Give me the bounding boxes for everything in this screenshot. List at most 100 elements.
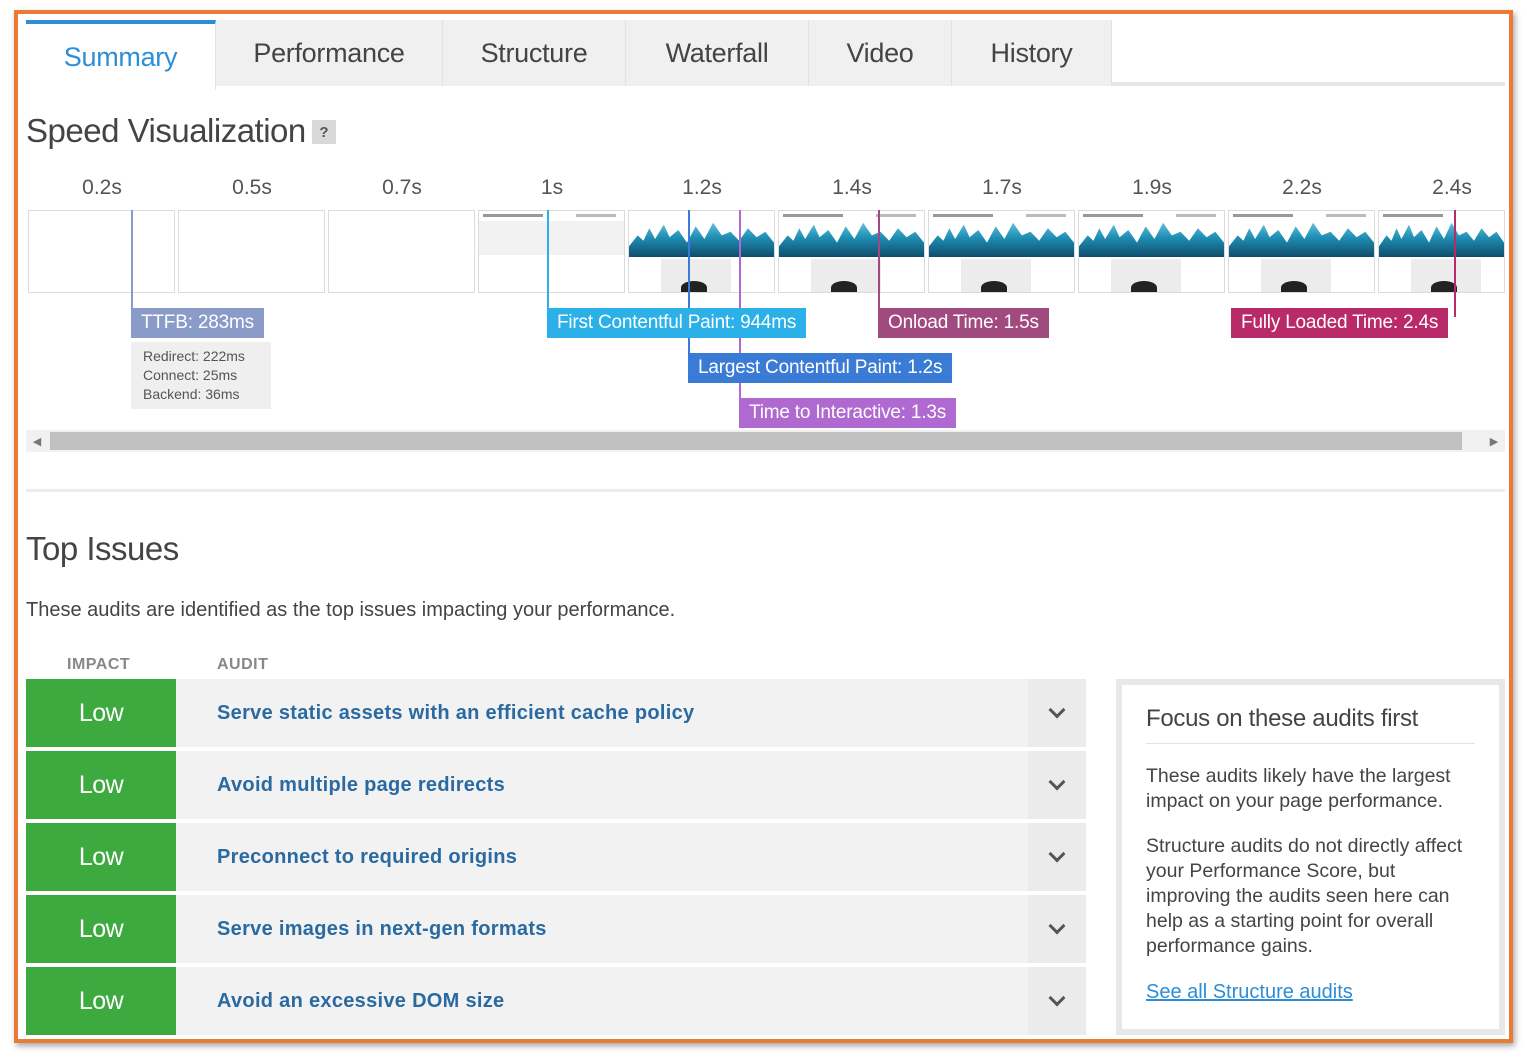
focus-panel-text: Structure audits do not directly affect … [1146,835,1463,957]
onload-marker-line [878,210,880,317]
focus-panel-text: These audits likely have the largest imp… [1146,765,1451,812]
tab-bar: Summary Performance Structure Waterfall … [26,20,1505,90]
report-content: Summary Performance Structure Waterfall … [26,20,1505,1035]
tab-structure[interactable]: Structure [443,20,626,86]
scroll-right-icon[interactable]: ▶ [1489,435,1499,448]
audit-title[interactable]: Preconnect to required origins [217,845,518,868]
audit-title[interactable]: Serve static assets with an efficient ca… [217,701,695,724]
thumb-dark-shape [681,281,707,292]
filmstrip-frame-loaded [778,210,925,293]
tick-label: 1.7s [982,176,1022,199]
thumb-dark-shape [1281,281,1307,292]
issue-row[interactable]: Low Serve static assets with an efficien… [26,679,1086,747]
expand-toggle[interactable] [1028,751,1086,819]
top-issues-heading: Top Issues [26,530,179,567]
ttfb-marker-line [131,210,133,317]
tick-label: 1.9s [1132,176,1172,199]
ttfb-breakdown: Redirect: 222ms Connect: 25ms Backend: 3… [131,342,271,409]
tab-waterfall[interactable]: Waterfall [626,20,809,86]
chevron-down-icon [1048,701,1066,719]
expand-toggle[interactable] [1028,967,1086,1035]
tab-history[interactable]: History [952,20,1112,86]
redirect-time: Redirect: 222ms [143,348,245,364]
thumb-header-text [1083,214,1143,217]
tick-label: 1s [540,176,564,199]
tick-label: 0.2s [82,176,122,199]
thumb-skyline-image [929,222,1074,257]
lcp-marker-line [688,210,690,362]
thumb-dark-shape [1431,281,1457,292]
thumb-header-text [1026,214,1066,217]
lcp-label[interactable]: Largest Contentful Paint: 1.2s [688,353,953,383]
chevron-down-icon [1048,917,1066,935]
connect-time: Connect: 25ms [143,367,238,383]
thumb-header-text [1383,214,1443,217]
tab-performance[interactable]: Performance [216,20,443,86]
filmstrip-frame-blank [28,210,175,293]
focus-panel: Focus on these audits first These audits… [1116,679,1505,1035]
fully-loaded-marker-line [1454,210,1456,317]
tab-summary[interactable]: Summary [26,20,216,90]
filmstrip-frame-blank [328,210,475,293]
thumb-placeholder [479,221,624,255]
thumb-header-text [1233,214,1293,217]
tick-label: 0.7s [382,176,422,199]
thumb-header-text [933,214,993,217]
issue-row[interactable]: Low Avoid an excessive DOM size [26,967,1086,1035]
filmstrip-frame-partial [478,210,625,293]
thumb-header-text [1326,214,1366,217]
backend-time: Backend: 36ms [143,386,240,402]
tick-label: 1.2s [682,176,722,199]
thumb-skyline-image [1379,222,1504,257]
chevron-down-icon [1048,989,1066,1007]
expand-toggle[interactable] [1028,679,1086,747]
thumb-dark-shape [981,281,1007,292]
thumb-header-text [576,214,616,217]
impact-badge: Low [26,679,176,747]
thumb-skyline-image [1079,222,1224,257]
thumb-skyline-image [629,222,774,257]
ttfb-label[interactable]: TTFB: 283ms [131,308,264,338]
issue-row[interactable]: Low Preconnect to required origins [26,823,1086,891]
scroll-left-icon[interactable]: ◀ [32,435,42,448]
filmstrip-frame-blank [178,210,325,293]
fcp-label[interactable]: First Contentful Paint: 944ms [547,308,807,338]
scrollbar-thumb[interactable] [50,432,1462,450]
timeline-scrollbar[interactable]: ◀ ▶ [26,430,1505,452]
top-issues-description: These audits are identified as the top i… [26,599,676,621]
tick-label: 1.4s [832,176,872,199]
filmstrip-frame-loaded [1378,210,1505,293]
see-all-structure-audits-link[interactable]: See all Structure audits [1146,981,1353,1003]
tick-label: 2.2s [1282,176,1322,199]
impact-badge: Low [26,751,176,819]
audit-column-header: AUDIT [217,656,269,673]
tab-video[interactable]: Video [809,20,952,86]
speed-visualization-heading: Speed Visualization [26,112,306,149]
audit-title[interactable]: Serve images in next-gen formats [217,917,547,940]
impact-badge: Low [26,823,176,891]
audit-title[interactable]: Avoid an excessive DOM size [217,989,505,1012]
thumb-header-text [1176,214,1216,217]
screenshot-frame: Summary Performance Structure Waterfall … [14,10,1513,1043]
thumb-skyline-image [1229,222,1374,257]
onload-label[interactable]: Onload Time: 1.5s [878,308,1049,338]
filmstrip-frame-loaded [928,210,1075,293]
tti-label[interactable]: Time to Interactive: 1.3s [739,398,957,428]
thumb-header-text [876,214,916,217]
issue-row[interactable]: Low Avoid multiple page redirects [26,751,1086,819]
issue-row[interactable]: Low Serve images in next-gen formats [26,895,1086,963]
expand-toggle[interactable] [1028,823,1086,891]
thumb-dark-shape [831,281,857,292]
thumb-skyline-image [779,222,924,257]
help-button[interactable]: ? [312,120,336,144]
impact-badge: Low [26,967,176,1035]
filmstrip-frame-loaded [1228,210,1375,293]
chevron-down-icon [1048,773,1066,791]
impact-badge: Low [26,895,176,963]
chevron-down-icon [1048,845,1066,863]
expand-toggle[interactable] [1028,895,1086,963]
fully-loaded-label[interactable]: Fully Loaded Time: 2.4s [1231,308,1449,338]
audit-title[interactable]: Avoid multiple page redirects [217,773,506,796]
filmstrip-frame-loaded [628,210,775,293]
filmstrip-frame-loaded [1078,210,1225,293]
